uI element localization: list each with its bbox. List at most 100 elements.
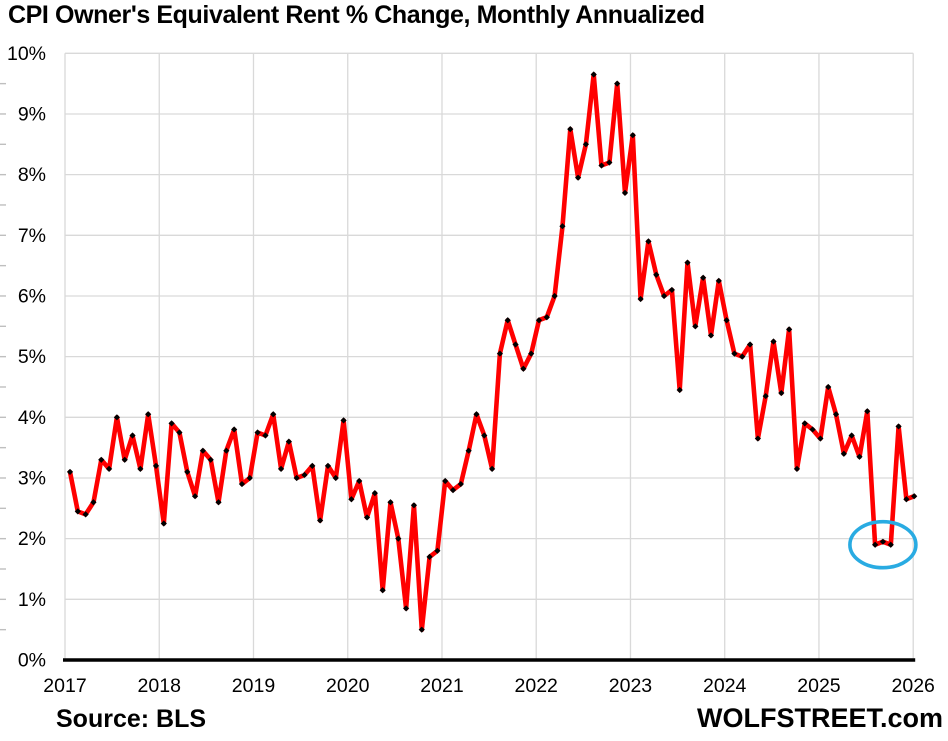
data-point-marker <box>864 408 871 415</box>
data-point-marker <box>551 292 558 300</box>
y-axis-label: 0% <box>18 650 46 672</box>
data-point-marker <box>606 159 613 166</box>
data-point-marker <box>512 341 519 348</box>
data-point-marker <box>152 462 160 469</box>
brand-label: WOLFSTREET.com <box>696 703 943 733</box>
x-axis-label: 2022 <box>515 675 558 697</box>
data-point-marker <box>168 420 175 427</box>
data-point-marker <box>410 502 418 509</box>
data-point-marker <box>614 80 621 87</box>
data-point-marker <box>293 474 300 482</box>
data-point-marker <box>489 465 496 472</box>
data-point-marker <box>715 277 722 284</box>
data-point-marker <box>598 162 605 169</box>
x-axis-label: 2019 <box>232 675 275 697</box>
data-point-marker <box>262 432 269 439</box>
data-point-marker <box>895 423 902 430</box>
data-point-marker <box>825 383 832 391</box>
y-axis-label: 3% <box>18 467 46 489</box>
y-axis-label: 2% <box>18 528 46 550</box>
data-point-marker <box>403 605 410 612</box>
data-point-marker <box>270 411 277 418</box>
data-point-marker <box>567 126 574 133</box>
data-point-marker <box>356 477 363 485</box>
data-point-marker <box>481 432 488 439</box>
data-point-marker <box>82 511 89 518</box>
data-point-marker <box>621 189 629 196</box>
data-point-marker <box>590 71 597 78</box>
data-point-marker <box>113 414 120 421</box>
data-point-marker <box>207 456 214 463</box>
data-point-marker <box>418 626 425 633</box>
data-point-marker <box>246 474 253 482</box>
data-point-marker <box>559 223 566 230</box>
x-axis-label: 2024 <box>703 675 747 697</box>
data-point-marker <box>465 447 472 454</box>
data-point-marker <box>887 541 894 548</box>
data-point-marker <box>340 417 347 424</box>
data-point-marker <box>285 438 292 445</box>
data-point-marker <box>676 386 683 394</box>
x-axis-label: 2020 <box>326 675 370 697</box>
data-point-marker <box>98 456 105 463</box>
data-point-marker <box>387 499 394 506</box>
highlight-ellipse <box>848 519 918 570</box>
data-point-marker <box>371 490 378 497</box>
data-line <box>67 72 917 633</box>
data-point-marker <box>793 465 801 472</box>
data-point-marker <box>903 496 910 503</box>
data-point-marker <box>832 411 840 418</box>
data-point-marker <box>739 353 746 360</box>
data-point-marker <box>301 471 308 479</box>
x-axis-label: 2026 <box>892 675 935 697</box>
data-point-marker <box>176 429 183 436</box>
data-point-marker <box>746 341 754 348</box>
data-point-marker <box>700 274 707 281</box>
data-point-marker <box>754 435 761 442</box>
data-point-marker <box>317 517 324 524</box>
data-point-marker <box>872 541 879 548</box>
data-point-marker <box>574 174 582 181</box>
data-point-marker <box>535 317 543 324</box>
data-point-marker <box>160 520 167 527</box>
y-axis-label: 10% <box>7 43 46 65</box>
data-point-marker <box>426 553 433 560</box>
data-point-marker <box>911 493 918 500</box>
data-point-marker <box>223 447 230 454</box>
data-point-marker <box>848 432 855 439</box>
data-point-marker <box>449 487 457 494</box>
oer-line-chart: 0% 1% 2% 3% 4% 5% 6% 7% 8% 9% 10% 2017 2018 2019 2020 2… <box>0 43 935 697</box>
data-point-marker <box>582 141 589 148</box>
data-point-marker <box>762 392 769 400</box>
x-axis-label: 2025 <box>797 675 841 697</box>
data-point-marker <box>74 508 81 515</box>
data-point-marker <box>473 411 480 418</box>
data-point-marker <box>215 499 222 506</box>
data-point-marker <box>692 323 699 330</box>
data-point-marker <box>277 465 285 472</box>
y-axis-label: 4% <box>18 407 46 429</box>
data-point-marker <box>637 295 644 303</box>
data-point-marker <box>129 432 136 439</box>
data-point-marker <box>770 338 777 345</box>
y-axis-label: 5% <box>18 346 46 368</box>
data-point-marker <box>504 317 511 324</box>
data-point-marker <box>121 456 128 463</box>
x-axis-label: 2023 <box>609 675 652 697</box>
data-point-marker <box>879 538 887 545</box>
data-point-marker <box>731 350 738 357</box>
data-point-marker <box>801 420 808 427</box>
data-point-marker <box>379 587 386 594</box>
data-point-marker <box>105 465 113 472</box>
data-point-marker <box>238 480 246 488</box>
data-point-marker <box>684 259 691 266</box>
data-point-marker <box>363 514 371 521</box>
data-point-marker <box>520 365 527 372</box>
data-point-marker <box>231 426 238 433</box>
data-point-marker <box>66 468 74 476</box>
y-axis-label: 1% <box>18 589 46 611</box>
data-point-marker <box>191 493 199 500</box>
data-point-marker <box>660 292 668 300</box>
data-point-marker <box>629 132 636 139</box>
